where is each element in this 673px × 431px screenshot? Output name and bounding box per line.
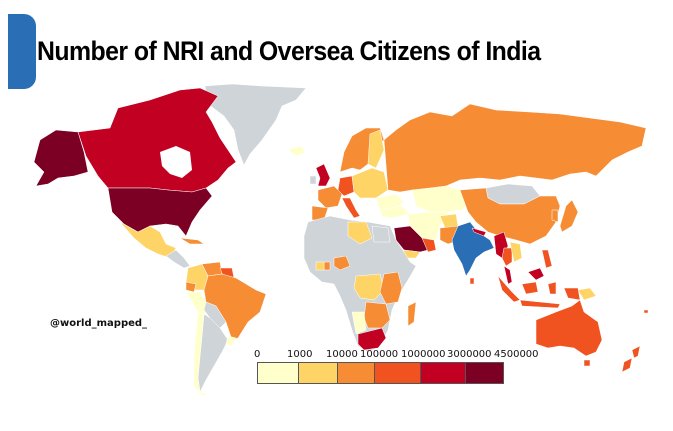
page-title: Number of NRI and Oversea Citizens of In… <box>37 36 541 66</box>
region-alaska <box>33 129 89 187</box>
region-new-zealand <box>621 345 641 373</box>
legend-swatch-3 <box>375 363 421 383</box>
region-nepal <box>471 227 487 237</box>
legend-swatch-4 <box>421 363 466 383</box>
region-egypt <box>371 225 391 243</box>
region-russia <box>383 103 647 193</box>
region-ghana <box>323 261 331 271</box>
watermark: @world_mapped_ <box>50 318 148 329</box>
region-eastern-europe <box>351 167 389 199</box>
region-finland <box>367 129 385 169</box>
legend-swatch-1 <box>299 363 338 383</box>
region-china <box>459 187 561 245</box>
region-vietnam <box>509 241 523 263</box>
region-uk <box>315 163 331 187</box>
region-ireland <box>309 175 317 185</box>
legend-tick: 100000 <box>360 349 399 360</box>
legend-tick: 1000 <box>287 349 313 360</box>
region-usa <box>107 187 213 237</box>
region-libya <box>347 221 373 245</box>
region-dr-congo <box>353 273 385 301</box>
region-central-america <box>165 249 191 269</box>
region-korea <box>551 209 559 223</box>
region-east-africa <box>379 271 403 305</box>
region-chile <box>193 311 209 397</box>
region-uruguay <box>225 335 237 347</box>
region-canada <box>77 87 237 193</box>
region-malaysia <box>503 265 545 285</box>
region-germany <box>337 175 355 197</box>
legend-swatch-5 <box>466 363 503 383</box>
region-ivory-coast <box>315 261 325 271</box>
region-ecuador <box>185 281 197 293</box>
region-sri-lanka <box>469 277 475 285</box>
region-philippines <box>541 249 553 269</box>
region-namibia <box>351 311 367 335</box>
region-italy <box>341 197 361 219</box>
region-indonesia <box>497 275 561 309</box>
legend-tick: 0 <box>254 349 261 360</box>
region-turkey <box>379 205 411 219</box>
region-france <box>317 185 343 209</box>
region-oman <box>421 237 437 253</box>
region-southern-africa <box>363 301 391 329</box>
region-new-guinea-west <box>563 287 581 301</box>
region-south-africa <box>357 327 387 351</box>
region-png <box>577 287 597 301</box>
legend-tick: 4500000 <box>494 349 539 360</box>
region-greenland <box>204 83 307 166</box>
legend-tick: 3000000 <box>447 349 492 360</box>
region-madagascar <box>407 301 417 327</box>
region-mexico <box>119 221 177 259</box>
region-ukraine <box>375 193 405 211</box>
legend-swatch-0 <box>258 363 299 383</box>
region-nigeria <box>333 255 351 271</box>
region-japan <box>559 199 579 233</box>
region-caribbean <box>179 237 205 245</box>
legend-swatch-2 <box>338 363 375 383</box>
legend-tick: 1000000 <box>401 349 446 360</box>
legend-color-scale <box>257 362 504 384</box>
region-tasmania <box>583 359 591 367</box>
accent-tab <box>8 14 36 89</box>
region-iceland <box>287 145 307 157</box>
region-australia <box>535 299 603 357</box>
legend-tick: 10000 <box>326 349 358 360</box>
region-thailand <box>501 247 513 267</box>
